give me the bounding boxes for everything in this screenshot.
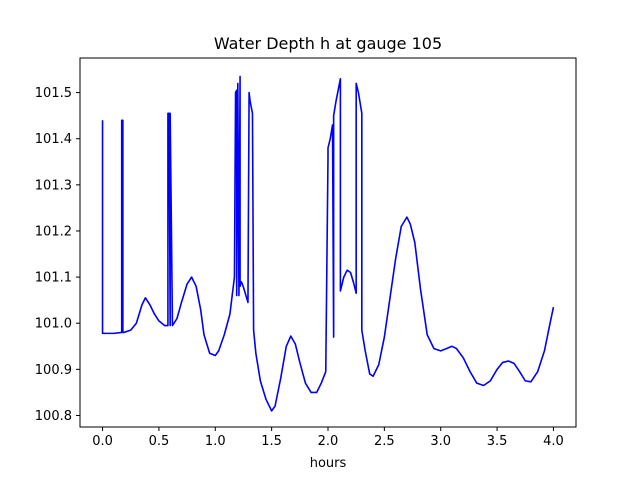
x-axis: 0.0 0.5 1.0 1.5 2.0 2.5 3.0 3.5 4.0: [92, 427, 564, 449]
chart-title: Water Depth h at gauge 105: [214, 34, 442, 53]
y-axis: 100.8 100.9 101.0 101.1 101.2 101.3 101.4 101.5: [35, 86, 80, 424]
x-tick-label: 1.0: [205, 434, 226, 449]
series-line: [101, 75, 555, 412]
x-tick-label: 0.0: [92, 434, 113, 449]
plot-frame: [79, 57, 577, 428]
y-tick-label: 101.3: [35, 178, 72, 193]
y-tick-label: 100.9: [35, 363, 72, 378]
x-axis-label: hours: [310, 456, 347, 471]
y-tick-label: 101.0: [35, 317, 72, 332]
y-tick-label: 101.5: [35, 86, 72, 101]
y-tick-label: 101.2: [35, 224, 72, 239]
x-tick-label: 2.5: [374, 434, 395, 449]
x-tick-label: 1.5: [261, 434, 282, 449]
x-tick-label: 2.0: [318, 434, 339, 449]
x-tick-label: 3.0: [430, 434, 451, 449]
y-tick-label: 101.4: [35, 132, 72, 147]
x-tick-label: 0.5: [149, 434, 170, 449]
plot-area: [101, 75, 555, 412]
y-tick-label: 101.1: [35, 271, 72, 286]
y-tick-label: 100.8: [35, 409, 72, 424]
x-tick-label: 4.0: [543, 434, 564, 449]
x-tick-label: 3.5: [487, 434, 508, 449]
